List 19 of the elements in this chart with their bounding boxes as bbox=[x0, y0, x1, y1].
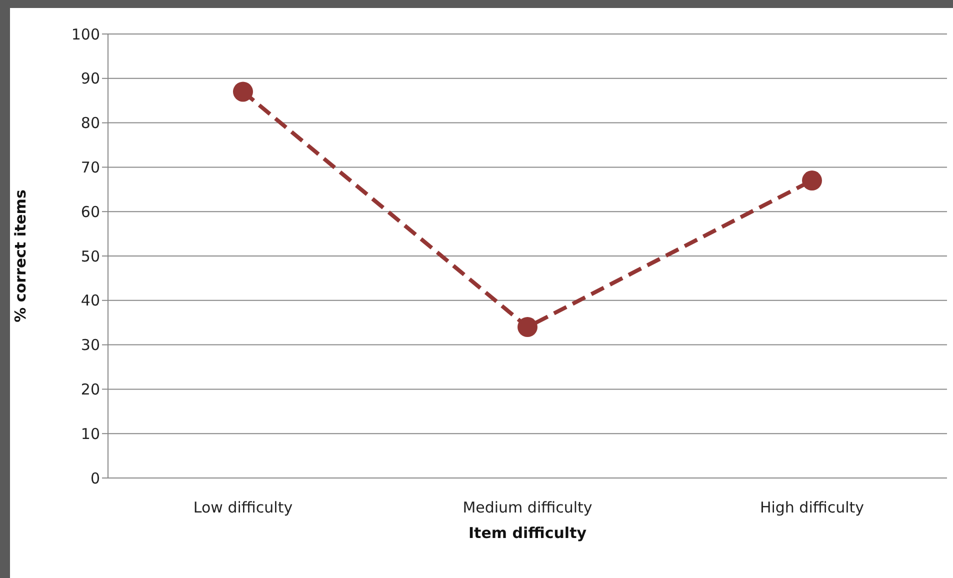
point bbox=[233, 82, 253, 102]
y-tick-label: 50 bbox=[80, 247, 100, 266]
x-axis-title: Item difficulty bbox=[468, 524, 587, 542]
x-tick-label: Medium difficulty bbox=[462, 498, 592, 517]
y-tick-label: 0 bbox=[90, 469, 100, 488]
point bbox=[518, 317, 538, 338]
y-tick-label: 30 bbox=[80, 336, 100, 354]
y-tick-label: 40 bbox=[80, 292, 100, 310]
y-tick-label: 20 bbox=[80, 380, 100, 399]
x-tick-label: High difficulty bbox=[760, 498, 864, 517]
y-axis-title: % correct items bbox=[11, 190, 30, 322]
y-tick-label: 70 bbox=[80, 158, 100, 177]
y-tick-label: 100 bbox=[71, 25, 100, 44]
y-tick-label: 80 bbox=[80, 114, 100, 132]
x-tick-label: Low difficulty bbox=[193, 498, 293, 517]
point bbox=[802, 170, 822, 191]
y-tick-label: 90 bbox=[80, 70, 100, 88]
y-tick-label: 60 bbox=[80, 202, 100, 221]
y-tick-label: 10 bbox=[80, 424, 100, 443]
